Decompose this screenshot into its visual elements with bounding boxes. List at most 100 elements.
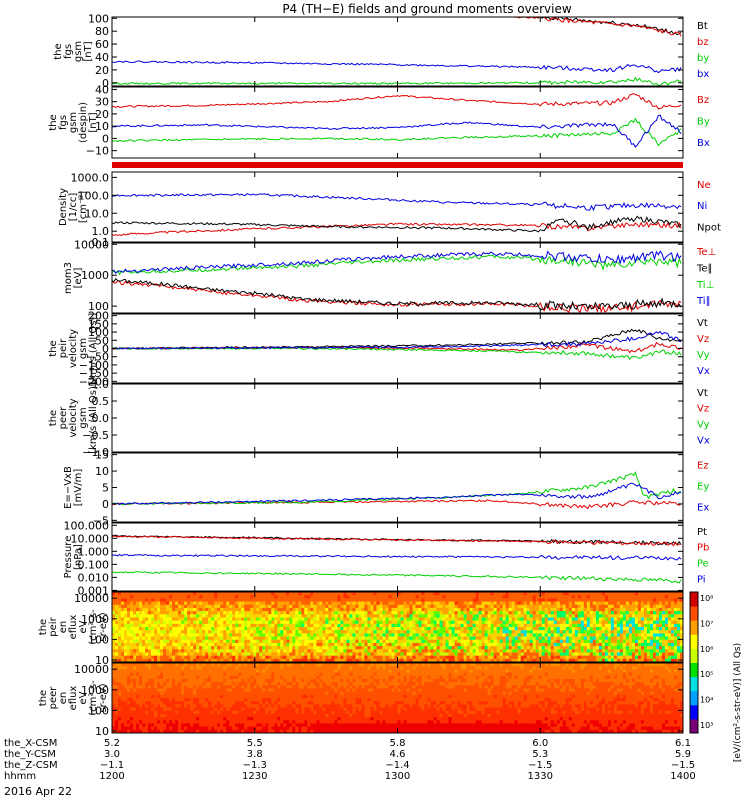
x-tick-label: 1200 [99,771,124,782]
spectrogram-electron [112,663,683,733]
panel-frame [111,452,684,523]
series-bz [112,93,682,110]
y-label-line: the [38,619,49,635]
y-tick-label: 1.000 [78,545,110,558]
x-row-label: the_X-CSM [4,738,57,749]
legend-entry: Pi [697,574,706,585]
series-ti [112,254,682,276]
y-label-line: gsm [68,112,79,133]
y-label-line: [nT] [88,112,99,132]
y-axis-label: the fgs gsm (despin) [nT] [48,102,99,143]
x-tick-label: 6.1 [675,738,691,749]
y-label-line: gsm [73,41,84,62]
legend-entry: Bx [697,138,710,149]
y-tick-label: −100 [79,359,109,372]
y-tick-label: 100 [88,300,109,313]
series-ne [112,221,682,237]
y-tick-label: 1000 [81,613,109,626]
series-vy [112,347,682,361]
y-tick-label: 1000 [81,684,109,697]
y-tick-label: 100 [88,633,109,646]
y-label-line: [km/s (All Qs)] [88,382,99,454]
y-tick-label: −150 [79,367,109,380]
figure-title: P4 (TH−E) fields and ground moments over… [282,2,572,16]
y-tick-label: 1000 [81,269,109,282]
y-label-line: peir [58,338,69,358]
panel-10: 10 100 1000 10000 the peer en eflux eV (cm²-s-sr-… [38,662,684,738]
colorbar-tick: 10⁵ [700,670,713,679]
colorbar-swatch [690,592,698,607]
colorbar-swatch [690,620,698,635]
panel-7: −5 0 5 10 15 E=−VxB [mV/m] Ez Ey Ex [63,449,709,528]
colorbar-tick: 10⁴ [700,696,713,705]
y-label-line: the [48,410,59,426]
x-tick-label: 4.6 [390,749,406,760]
y-label-line: [mV/m] [73,469,84,507]
panel-frame [111,242,684,314]
x-tick-label: −1.5 [528,760,552,771]
y-label-line: gsm [78,407,89,428]
series-npot [112,215,682,233]
series-ex [112,482,682,506]
x-tick-label: 5.2 [104,738,120,749]
date-label: 2016 Apr 22 [4,785,72,798]
y-axis-label: the peer en eflux eV (cm²-s-sr-eV) [38,680,109,716]
y-tick-label: 100 [88,12,109,25]
x-tick-label: 1230 [242,771,267,782]
y-tick-label: 15 [95,449,109,462]
y-label-line: peer [58,406,69,430]
y-label-line: the [48,340,59,356]
y-tick-label: 20 [95,108,109,121]
series-by [112,76,682,86]
colorbar-tick: 10⁶ [700,645,713,654]
y-label-line: (cm²-s- [88,609,99,645]
legend-entry: Vy [697,419,710,430]
y-label-line: the [48,114,59,130]
y-tick-label: 0.010 [78,571,110,584]
y-tick-label: 60 [95,38,109,51]
y-tick-label: 10 [95,465,109,478]
series-vt [112,328,682,350]
y-axis-label: Density [1/cc] [cm⁻³] [58,188,89,226]
spectrogram-ion [112,592,683,662]
y-axis-label: E=−VxB [mV/m] [63,466,84,509]
colorbar-label: [eV/(cm²-s-str-eV)] (All Qs) [733,643,743,762]
y-tick-label: 0.1 [92,236,110,249]
series-ti [112,250,682,274]
y-tick-label: 40 [95,51,109,64]
y-label-line: en [58,621,69,634]
y-label-line: Pressure [63,536,74,579]
x-tick-label: 5.3 [532,749,548,760]
y-tick-label: 50 [95,334,109,347]
series-bx [112,114,682,148]
series-te [112,280,682,313]
y-label-line: [eV] [73,268,84,289]
series-ni [112,193,682,212]
legend-entry: Ez [697,461,709,472]
series-pe [112,571,682,584]
y-tick-label: −10 [86,145,109,158]
legend-entry: bx [697,69,709,80]
legend-entry: bz [697,37,709,48]
y-tick-label: 10000 [74,592,109,605]
y-label-line: sr-eV) [98,683,109,712]
y-label-line: the [53,43,64,59]
y-tick-label: 1.0 [92,225,110,238]
colorbar-swatch [690,634,698,649]
y-tick-label: 5 [102,482,109,495]
y-tick-label: −0.5 [82,429,109,442]
x-tick-label: 3.0 [104,749,120,760]
y-label-line: [1/cc] [68,193,79,222]
y-axis-label: the peer velocity gsm [km/s (All Qs)] [48,382,99,454]
y-label-line: [nPa] [73,544,84,570]
x-tick-label: −1.5 [671,760,695,771]
y-label-line: (despin) [78,102,89,143]
legend-entry: Ex [697,503,709,514]
legend-entry: Bt [697,21,708,32]
x-tick-label: −1.4 [385,760,409,771]
y-tick-label: 80 [95,25,109,38]
